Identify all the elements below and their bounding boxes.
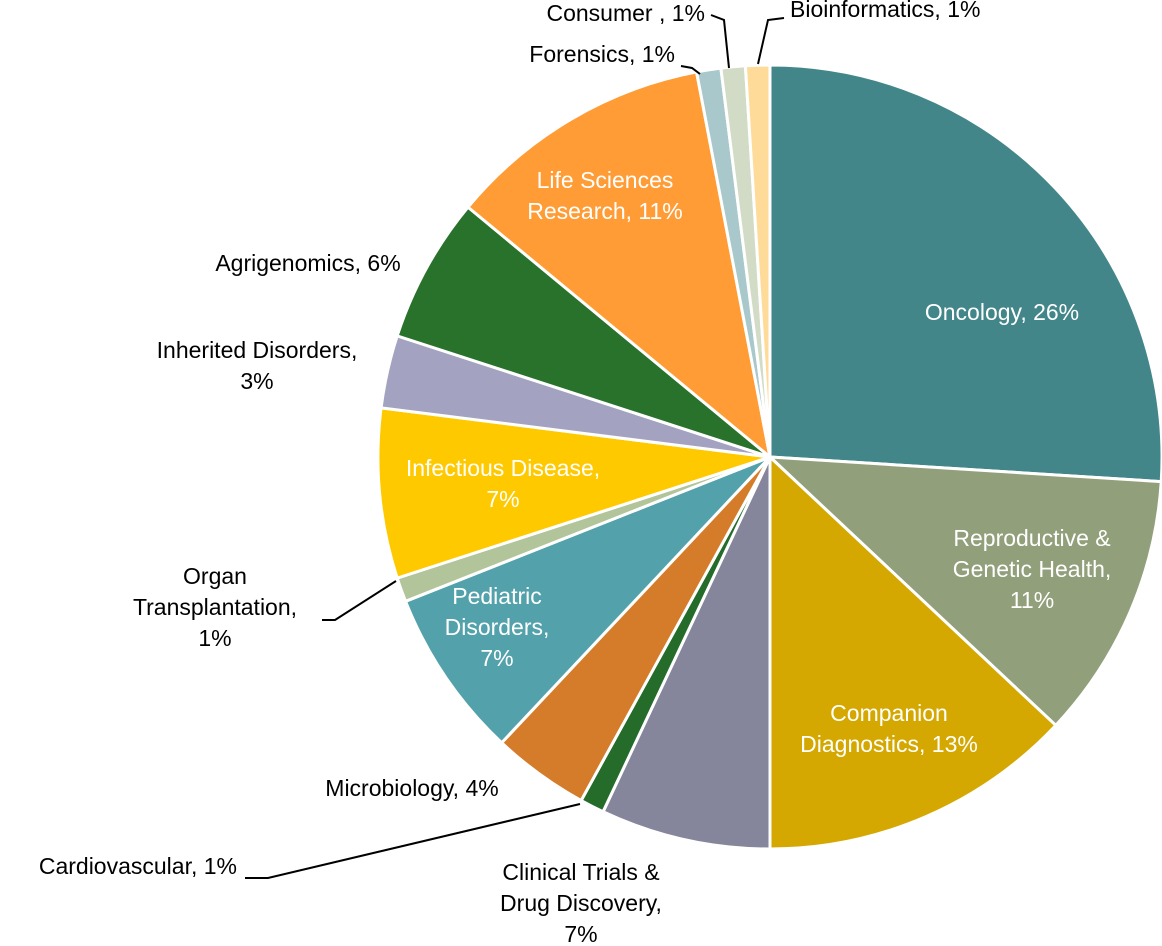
data-label: 7%	[480, 645, 513, 671]
data-label: Clinical Trials &	[502, 859, 659, 885]
pie-slice	[768, 455, 1058, 851]
data-label: Cardiovascular, 1%	[39, 853, 237, 879]
data-label: Genetic Health,	[953, 556, 1112, 582]
leader-line	[680, 65, 701, 75]
pie-slice	[404, 455, 772, 745]
leader-line	[245, 803, 581, 879]
data-label: Disorders,	[445, 614, 550, 640]
data-label: Organ	[183, 563, 247, 589]
data-label: Agrigenomics, 6%	[215, 250, 400, 276]
data-label: Companion	[830, 700, 948, 726]
leader-line	[322, 580, 397, 621]
data-label: Drug Discovery,	[500, 890, 662, 916]
data-label: Pediatric	[452, 583, 541, 609]
data-label: 7%	[486, 486, 519, 512]
data-label: Infectious Disease,	[406, 455, 600, 481]
data-label: 3%	[240, 368, 273, 394]
data-label: 1%	[198, 625, 231, 651]
data-label: Bioinformatics, 1%	[790, 0, 980, 22]
data-label: Reproductive &	[953, 525, 1110, 551]
data-label: Diagnostics, 13%	[800, 731, 978, 757]
leader-line	[757, 17, 785, 65]
data-label: 7%	[564, 921, 597, 946]
pie-slice	[466, 70, 772, 459]
pie-slice	[768, 63, 1162, 484]
data-label: Transplantation,	[133, 594, 297, 620]
data-label: Inherited Disorders,	[157, 337, 358, 363]
pie-slice	[376, 406, 772, 580]
data-label: Consumer , 1%	[546, 0, 705, 26]
data-label: Forensics, 1%	[529, 41, 675, 67]
pie-slice	[601, 455, 772, 851]
pie-slice	[395, 205, 772, 459]
pie-slice	[743, 63, 772, 459]
data-label: Microbiology, 4%	[325, 775, 498, 801]
data-label: Life Sciences	[537, 167, 674, 193]
pie-slice	[768, 455, 1162, 727]
data-label: 11%	[1010, 587, 1054, 613]
data-label: Oncology, 26%	[925, 299, 1079, 325]
leader-line	[710, 14, 730, 69]
data-label: Research, 11%	[527, 198, 683, 224]
